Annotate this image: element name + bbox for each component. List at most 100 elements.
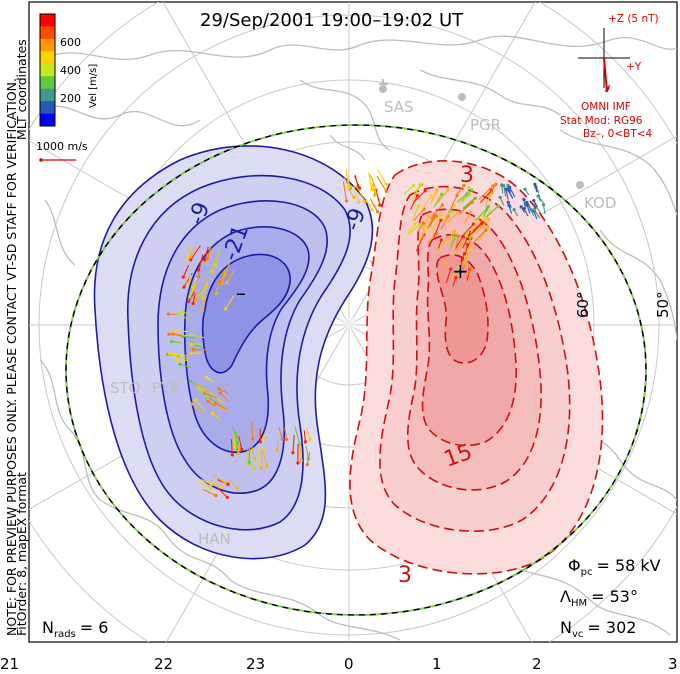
velocity-vector [509,187,516,198]
velocity-vector [218,388,229,394]
velocity-vector-origin [167,332,171,336]
velocity-vector-origin [439,218,443,222]
colorbar-tick-400: 400 [60,64,81,77]
velocity-vector [305,426,311,440]
velocity-vector [446,212,459,224]
velocity-vector-origin [466,231,470,235]
velocity-vector-origin [236,486,240,490]
velocity-vector-origin [192,347,196,352]
velocity-vector-origin [456,266,460,270]
velocity-vector [461,223,474,237]
velocity-vector [428,215,435,227]
velocity-vector-origin [423,189,427,193]
velocity-vector-origin [508,185,512,189]
velocity-vector-origin [280,437,284,441]
velocity-vector [450,267,459,281]
velocity-vector-origin [413,222,417,226]
velocity-vector-origin [186,299,191,303]
velocity-vector [208,480,223,488]
velocity-vector [303,430,306,442]
velocity-vector-origin [193,398,197,402]
velocity-vector [462,232,472,249]
velocity-vector-origin [236,451,240,456]
velocity-vector [188,291,196,302]
velocity-vector-origin [416,204,420,208]
velocity-vector-origin [203,258,207,262]
velocity-vector-origin [224,307,228,311]
velocity-vector [445,268,452,284]
velocity-vector [456,193,468,203]
velocity-vector-origin [223,481,227,485]
velocity-vector-origin [259,462,263,466]
imf-dial [578,28,630,93]
velocity-vector-origin [532,208,536,212]
velocity-vector-origin [168,352,172,356]
velocity-vector [206,246,212,259]
velocity-vector-origin [220,485,224,489]
velocity-vector-origin [299,458,303,463]
velocity-vector-origin [533,182,537,186]
velocity-vector-origin [202,391,207,395]
velocity-vector [210,262,215,273]
imf-vector [603,57,608,93]
velocity-vector-origin [344,199,349,203]
velocity-vector [450,231,455,246]
velocity-vector [479,189,493,203]
velocity-vector-origin [357,200,361,204]
colorbar-ticks: 600 400 200 [60,36,81,105]
velocity-vector [294,426,301,445]
station-label-pyk: PYK [152,379,181,397]
velocity-vector [430,191,438,205]
velocity-vector-origin [226,482,230,486]
velocity-vector [426,215,437,229]
velocity-vector-origin [452,229,456,233]
velocity-vector-origin [198,293,202,297]
velocity-vector-origin [470,200,474,204]
colorbar-segment [40,88,55,102]
velocity-vector-origin [427,214,431,218]
colorbar-segment [40,101,55,115]
colorbar-segment [40,63,55,77]
velocity-vector-origin [446,188,450,192]
velocity-vector [455,185,465,196]
velocity-vector-origin [206,399,210,403]
velocity-vector [376,175,387,192]
velocity-vector-origin [190,402,194,406]
velocity-vector [465,267,472,280]
hm-boundary-dashes [65,124,647,616]
velocity-vector-origin [285,437,289,441]
velocity-vector [440,216,449,230]
velocity-vector-origin [384,189,388,193]
velocity-vector [377,169,387,185]
velocity-vector [433,219,442,238]
velocity-vector-origin [193,299,198,303]
velocity-vector [418,227,428,243]
velocity-vector-origin [235,447,239,451]
velocity-vector-origin [467,186,471,190]
velocity-vector-origin [373,193,377,197]
velocity-vector-origin [191,301,195,306]
velocity-vector-origin [474,221,478,225]
svg-text:Nvc= 302: Nvc = 302 [560,618,636,640]
velocity-vector-origin [534,185,538,189]
velocity-vector-origin [525,200,529,205]
imf-z-label: +Z (5 nT) [608,13,659,25]
velocity-vector [203,489,217,496]
velocity-vector-origin [370,208,374,212]
velocity-vector-origin [178,310,182,314]
nrads-value: = 6 [80,618,109,637]
velocity-vector-origin [223,273,227,277]
lat-label-50: 50° [654,291,672,318]
velocity-vector-origin [170,340,174,344]
velocity-vector-origin [412,184,416,188]
velocity-vector-origin [225,495,229,499]
velocity-vector [305,446,309,459]
velocity-vector-origin [204,375,209,379]
velocity-vector-origin [440,192,444,196]
velocity-vector-origin [230,453,234,457]
velocity-vector [458,194,471,205]
velocity-vector-origin [209,270,213,274]
velocity-vector-origin [523,187,527,191]
velocity-vector-origin [496,204,500,208]
